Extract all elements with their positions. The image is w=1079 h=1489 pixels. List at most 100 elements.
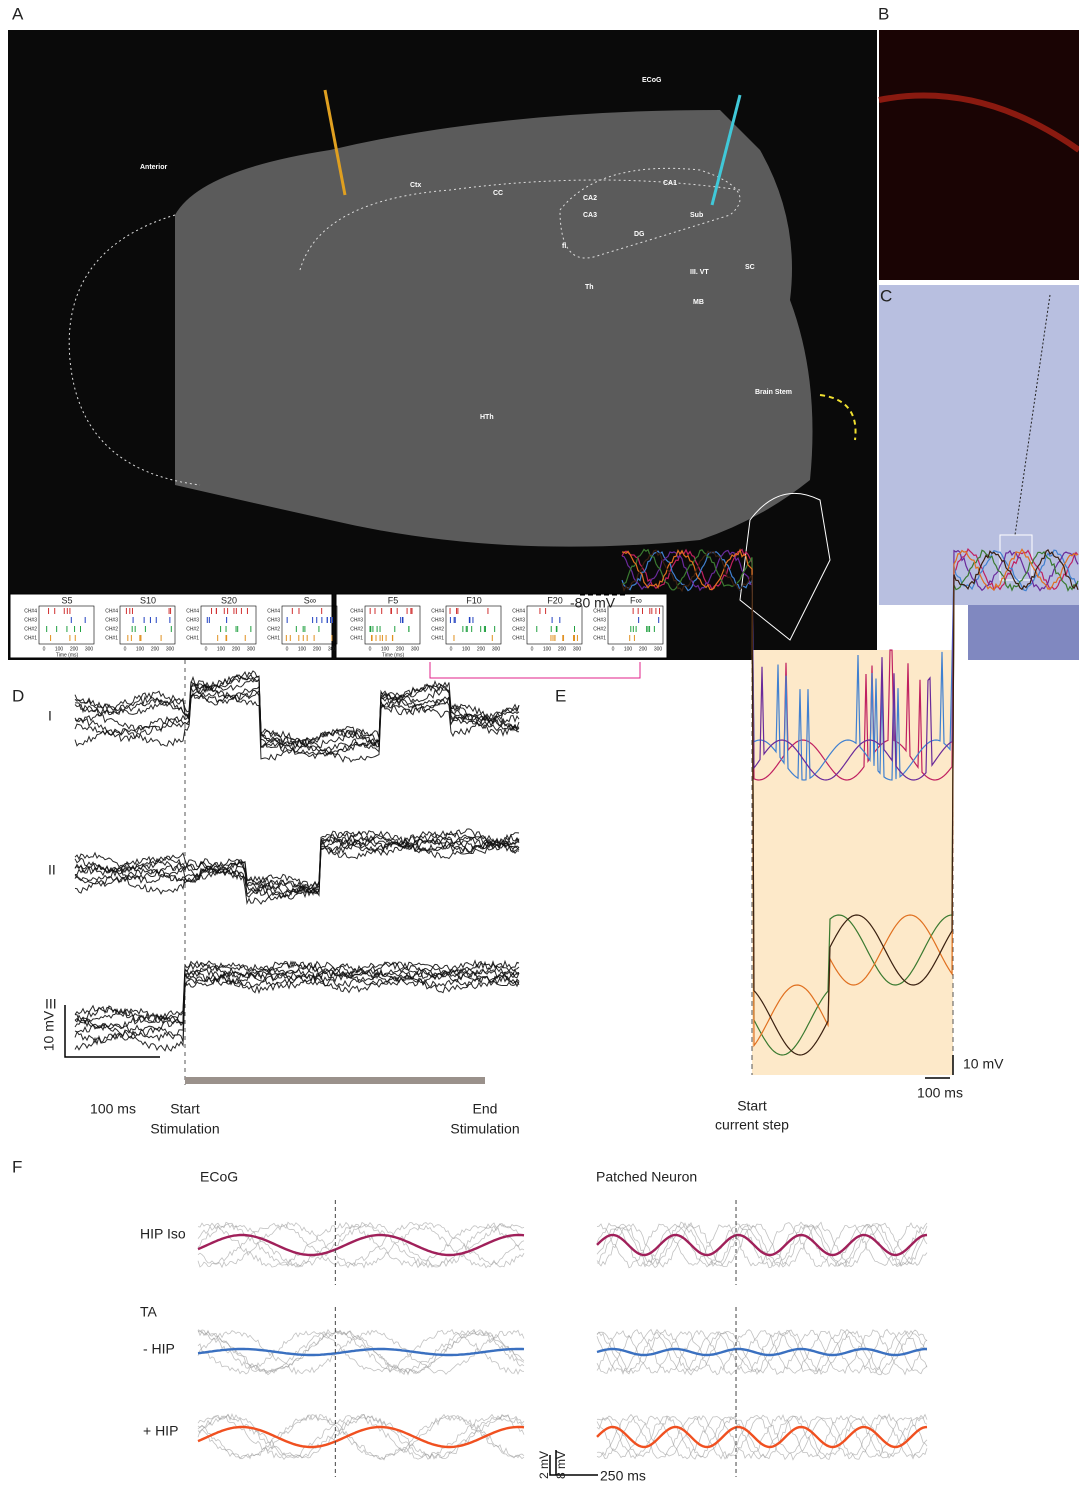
channel-label: CH#3 — [431, 617, 444, 623]
column-label: ECoG — [200, 1169, 238, 1185]
channel-label: CH#4 — [593, 608, 606, 614]
trace — [597, 1427, 927, 1447]
region-label: MB — [693, 299, 704, 306]
tick-label: 0 — [369, 646, 372, 652]
raster-title: S∞ — [304, 595, 316, 605]
trace — [75, 968, 519, 1039]
channel-label: CH#3 — [512, 617, 525, 623]
channel-label: CH#4 — [186, 608, 199, 614]
start-label: current step — [715, 1117, 789, 1133]
axis-label: Time (ms) — [382, 652, 405, 658]
channel-label: CH#3 — [186, 617, 199, 623]
tick-label: 0 — [450, 646, 453, 652]
end-label: Stimulation — [450, 1121, 519, 1137]
row-label: I — [48, 708, 52, 724]
scale-label: 2 mV — [537, 1451, 551, 1479]
tick-label: 0 — [286, 646, 289, 652]
region-label: CA1 — [663, 180, 677, 187]
tick-label: 300 — [166, 646, 175, 652]
tick-label: 200 — [477, 646, 486, 652]
tick-label: 300 — [573, 646, 582, 652]
scale-label: 8 mV — [554, 1451, 568, 1479]
region-label: CA2 — [583, 195, 597, 202]
tick-label: 200 — [313, 646, 322, 652]
region-label: Sub — [690, 212, 703, 219]
step-window — [752, 650, 953, 1075]
stim-bar — [185, 1077, 485, 1084]
end-label: End — [473, 1101, 498, 1117]
raster-title: F10 — [466, 595, 482, 605]
trace — [75, 974, 519, 1051]
channel-label: CH#1 — [24, 635, 37, 641]
channel-label: CH#1 — [350, 635, 363, 641]
channel-label: CH#1 — [512, 635, 525, 641]
raster-title: S20 — [221, 595, 237, 605]
raster-title: S5 — [61, 595, 72, 605]
tick-label: 200 — [232, 646, 241, 652]
trace — [597, 1414, 927, 1460]
channel-label: CH#3 — [105, 617, 118, 623]
channel-label: CH#2 — [267, 626, 280, 632]
panel-c-image — [879, 285, 1079, 605]
channel-label: CH#1 — [186, 635, 199, 641]
tick-label: 300 — [654, 646, 663, 652]
tick-label: 100 — [136, 646, 145, 652]
channel-label: CH#1 — [431, 635, 444, 641]
raster-title: F20 — [547, 595, 563, 605]
row-label: TA — [140, 1304, 158, 1320]
brain-slice — [175, 110, 813, 547]
start-label: Start — [737, 1098, 767, 1114]
scale-label: 10 mV — [41, 1010, 57, 1051]
region-label: SC — [745, 264, 755, 271]
channel-label: CH#3 — [24, 617, 37, 623]
trace — [75, 964, 519, 1030]
tick-label: 100 — [462, 646, 471, 652]
tick-label: 100 — [217, 646, 226, 652]
tick-label: 200 — [639, 646, 648, 652]
channel-label: CH#1 — [105, 635, 118, 641]
channel-label: CH#2 — [431, 626, 444, 632]
panel-label: A — [12, 4, 24, 23]
region-label: Anterior — [140, 164, 168, 171]
raster-title: S10 — [140, 595, 156, 605]
region-label: CC — [493, 190, 503, 197]
row-label: HIP Iso — [140, 1226, 186, 1242]
connector — [430, 662, 640, 678]
region-label: CA3 — [583, 212, 597, 219]
column-label: Patched Neuron — [596, 1169, 697, 1185]
channel-label: CH#1 — [593, 635, 606, 641]
row-label: + HIP — [143, 1423, 178, 1439]
channel-label: CH#3 — [350, 617, 363, 623]
channel-label: CH#4 — [24, 608, 37, 614]
channel-label: CH#2 — [512, 626, 525, 632]
region-label: HTh — [480, 414, 494, 421]
trace — [75, 837, 519, 898]
row-label: II — [48, 862, 56, 878]
tick-label: 300 — [247, 646, 256, 652]
region-label: III. VT — [690, 269, 709, 276]
axis-label: Time (ms) — [56, 652, 79, 658]
channel-label: CH#4 — [431, 608, 444, 614]
tick-label: 300 — [492, 646, 501, 652]
region-label: DG — [634, 231, 645, 238]
start-label: Start — [170, 1101, 200, 1117]
channel-label: CH#3 — [593, 617, 606, 623]
trace — [75, 831, 519, 894]
start-label: Stimulation — [150, 1121, 219, 1137]
scale-label: 100 ms — [917, 1085, 963, 1101]
panel-label: F — [12, 1157, 22, 1176]
panel-c-inset — [968, 605, 1079, 660]
tick-label: 0 — [124, 646, 127, 652]
tick-label: 300 — [85, 646, 94, 652]
tick-label: 300 — [411, 646, 420, 652]
scale-label: 100 ms — [90, 1101, 136, 1117]
channel-label: CH#4 — [512, 608, 525, 614]
tick-label: 200 — [558, 646, 567, 652]
tick-label: 0 — [205, 646, 208, 652]
region-label: ECoG — [642, 77, 662, 84]
row-label: - HIP — [143, 1341, 175, 1357]
tick-label: 0 — [531, 646, 534, 652]
tick-label: 0 — [612, 646, 615, 652]
region-label: Ctx — [410, 182, 421, 189]
scale-label: 250 ms — [600, 1468, 646, 1484]
